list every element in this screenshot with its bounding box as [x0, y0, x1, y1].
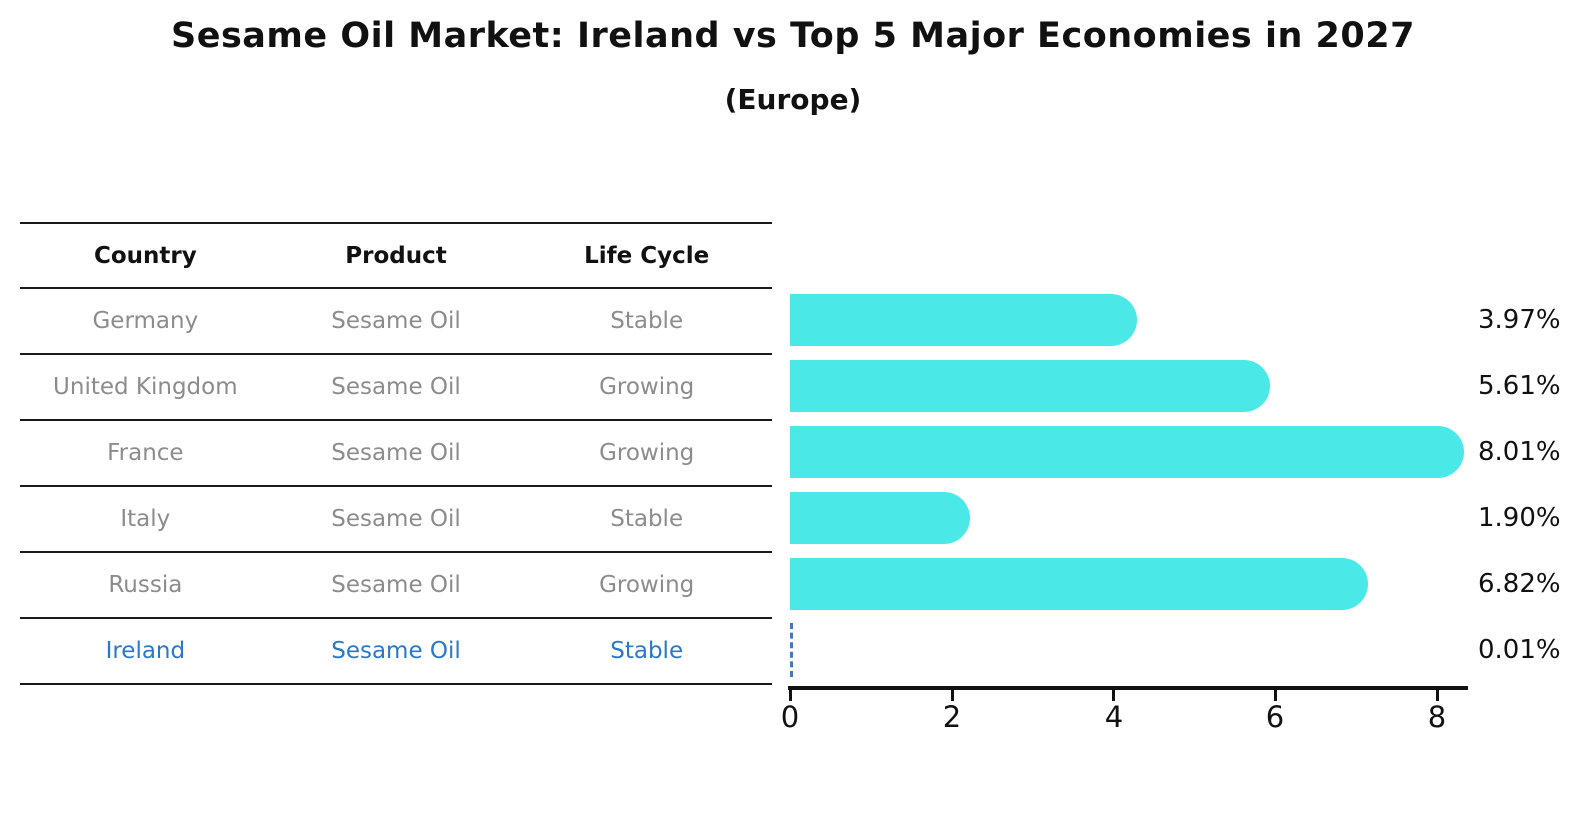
cell-country: United Kingdom	[53, 374, 238, 400]
x-tick-8	[1436, 690, 1439, 701]
value-label-ireland: 0.01%	[1478, 635, 1561, 665]
bar-row-ireland	[790, 617, 1490, 683]
column-header-product: Product	[345, 242, 447, 269]
table-row-united-kingdom: United Kingdom Sesame Oil Growing	[20, 355, 772, 421]
x-tick-4	[1112, 690, 1115, 701]
table-row-germany: Germany Sesame Oil Stable	[20, 289, 772, 355]
x-tick-label-8: 8	[1427, 700, 1447, 734]
cell-country: Ireland	[105, 638, 186, 664]
bar-row-france	[790, 419, 1490, 485]
cell-country: Germany	[92, 308, 199, 334]
cell-life-cycle: Stable	[610, 506, 684, 532]
x-tick-6	[1274, 690, 1277, 701]
value-label-germany: 3.97%	[1478, 305, 1561, 335]
cell-product: Sesame Oil	[331, 374, 461, 400]
cell-product: Sesame Oil	[331, 440, 461, 466]
table-row-france: France Sesame Oil Growing	[20, 421, 772, 487]
cell-product: Sesame Oil	[331, 506, 461, 532]
value-label-france: 8.01%	[1478, 437, 1561, 467]
cell-life-cycle: Growing	[599, 440, 695, 466]
chart-subtitle: (Europe)	[724, 83, 862, 116]
bar-italy	[790, 492, 970, 544]
cell-life-cycle: Stable	[610, 308, 684, 334]
table-row-russia: Russia Sesame Oil Growing	[20, 553, 772, 619]
bar-ireland-zero-marker	[790, 623, 793, 677]
cell-life-cycle: Growing	[599, 572, 695, 598]
table-row-ireland: Ireland Sesame Oil Stable	[20, 619, 772, 685]
column-header-life-cycle: Life Cycle	[584, 242, 710, 269]
x-tick-2	[951, 690, 954, 701]
value-label-russia: 6.82%	[1478, 569, 1561, 599]
chart-title: Sesame Oil Market: Ireland vs Top 5 Majo…	[171, 16, 1415, 56]
x-tick-label-6: 6	[1265, 700, 1285, 734]
x-tick-0	[789, 690, 792, 701]
cell-life-cycle: Stable	[610, 638, 684, 664]
bar-row-germany	[790, 287, 1490, 353]
bar-row-russia	[790, 551, 1490, 617]
cell-country: Russia	[108, 572, 183, 598]
bar-germany	[790, 294, 1138, 346]
value-label-italy: 1.90%	[1478, 503, 1561, 533]
x-tick-label-4: 4	[1104, 700, 1124, 734]
country-table: Country Product Life Cycle Germany Sesam…	[20, 222, 772, 685]
bar-united-kingdom	[790, 360, 1270, 412]
cell-product: Sesame Oil	[331, 638, 461, 664]
bar-russia	[790, 558, 1368, 610]
bar-plot-area	[790, 287, 1490, 683]
bar-row-italy	[790, 485, 1490, 551]
x-tick-label-2: 2	[942, 700, 962, 734]
cell-product: Sesame Oil	[331, 308, 461, 334]
cell-country: France	[107, 440, 184, 466]
column-header-country: Country	[93, 242, 197, 269]
x-tick-label-0: 0	[780, 700, 800, 734]
table-header-row: Country Product Life Cycle	[20, 224, 772, 289]
cell-product: Sesame Oil	[331, 572, 461, 598]
cell-country: Italy	[120, 506, 171, 532]
x-axis-line	[788, 686, 1468, 690]
value-label-united-kingdom: 5.61%	[1478, 371, 1561, 401]
bar-france	[790, 426, 1464, 478]
bar-row-united-kingdom	[790, 353, 1490, 419]
table-row-italy: Italy Sesame Oil Stable	[20, 487, 772, 553]
cell-life-cycle: Growing	[599, 374, 695, 400]
